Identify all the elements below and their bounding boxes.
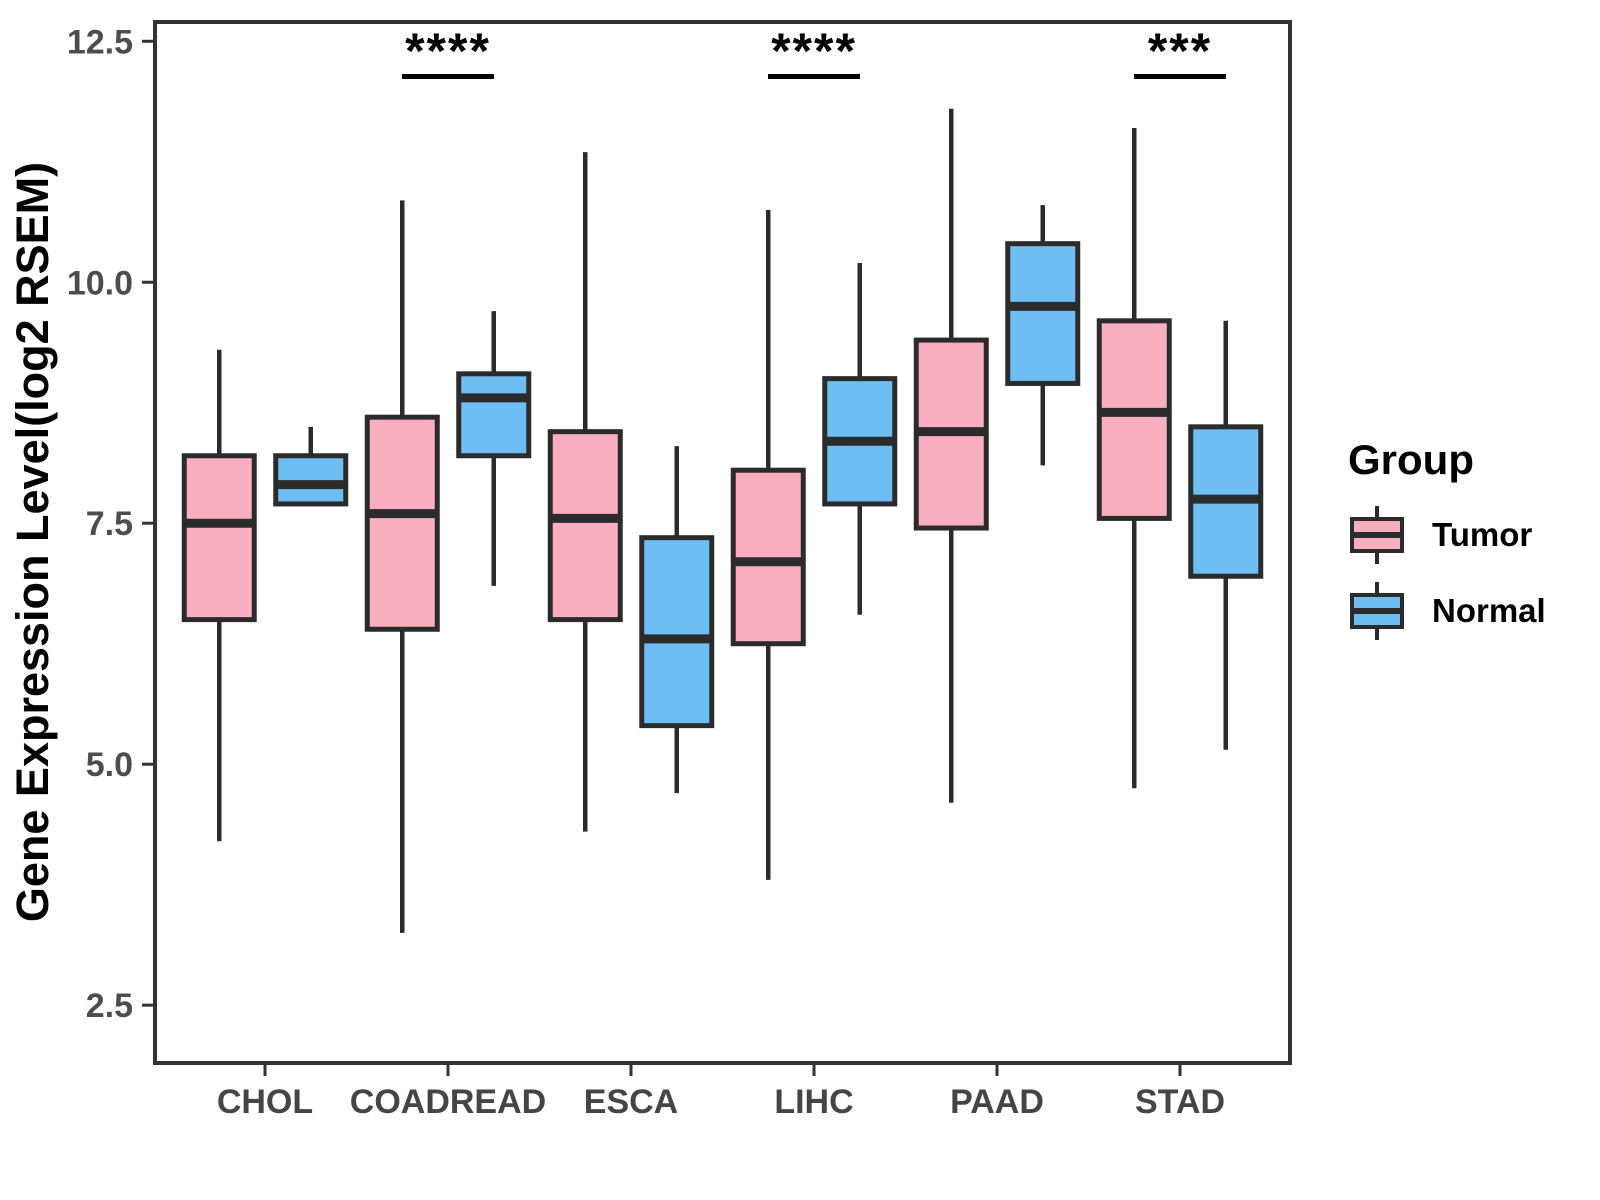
box-chol-normal (273, 426, 349, 507)
iqr-box (181, 453, 257, 623)
y-tick-label: 2.5 (86, 987, 133, 1025)
y-tick-label: 12.5 (67, 23, 133, 61)
legend-label-normal: Normal (1432, 592, 1546, 629)
plot-panel-border (153, 20, 1292, 1065)
x-tick-label-esca: ESCA (584, 1083, 678, 1121)
x-tick-label-chol: CHOL (217, 1083, 313, 1121)
box-lihc-normal (822, 262, 898, 615)
iqr-box (639, 535, 715, 729)
y-tick-label: 5.0 (86, 746, 133, 784)
boxplot-glyph-tumor-icon (1350, 506, 1404, 564)
x-tick-label-paad: PAAD (950, 1083, 1044, 1121)
x-tick-label-stad: STAD (1135, 1083, 1225, 1121)
significance-bar-stad (1134, 74, 1226, 79)
iqr-box (730, 467, 806, 647)
box-coadread-normal (456, 311, 532, 586)
box-stad-normal (1188, 320, 1264, 750)
box-lihc-tumor (730, 209, 806, 880)
iqr-box (273, 453, 349, 507)
significance-stars-lihc: **** (771, 23, 857, 79)
iqr-box (547, 429, 623, 623)
iqr-box (364, 414, 440, 632)
significance-bar-coadread (402, 74, 494, 79)
box-esca-tumor (547, 152, 623, 832)
box-paad-normal (1005, 205, 1081, 466)
y-axis-title: Gene Expression Level(log2 RSEM) (7, 162, 58, 922)
x-tick-label-coadread: COADREAD (350, 1083, 546, 1121)
legend-entry-tumor: Tumor (1348, 504, 1588, 566)
box-chol-tumor (181, 349, 257, 842)
y-tick-label: 7.5 (86, 505, 133, 543)
y-tick-label: 10.0 (67, 264, 133, 302)
box-esca-normal (639, 446, 715, 794)
box-coadread-tumor (364, 200, 440, 933)
iqr-box (1005, 241, 1081, 386)
iqr-box (1096, 318, 1172, 521)
iqr-box (456, 371, 532, 459)
legend-label-tumor: Tumor (1432, 516, 1533, 553)
significance-bar-lihc (768, 74, 860, 79)
significance-stars-coadread: **** (405, 23, 491, 79)
legend-entry-normal: Normal (1348, 580, 1588, 642)
legend: Group Tumor Normal (1348, 436, 1588, 656)
box-stad-tumor (1096, 128, 1172, 789)
box-paad-tumor (913, 108, 989, 803)
significance-stars-stad: *** (1148, 23, 1212, 79)
legend-title: Group (1348, 436, 1474, 483)
x-tick-label-lihc: LIHC (774, 1083, 853, 1121)
boxplot-glyph-normal-icon (1350, 582, 1404, 640)
